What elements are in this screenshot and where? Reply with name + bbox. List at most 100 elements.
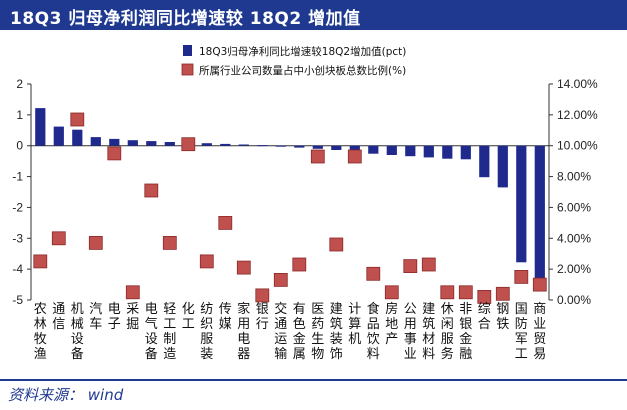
legend-label-scatter: 所属行业公司数量占中小创块板总数比例(%) [199, 64, 406, 77]
category-label: 公用事业 [404, 302, 417, 362]
bar-有色金属 [294, 145, 305, 148]
category-char: 属 [293, 347, 306, 362]
point-钢铁 [495, 286, 510, 301]
category-char: 事 [404, 332, 417, 347]
category-char: 电 [108, 302, 121, 317]
category-char: 械 [71, 317, 84, 332]
point-计算机 [347, 149, 362, 164]
point-采掘 [125, 285, 140, 300]
point-医药生物 [310, 149, 325, 164]
category-char: 轻 [163, 302, 176, 317]
point-公用事业 [403, 259, 418, 274]
category-label: 商业贸易 [533, 302, 546, 362]
category-char: 装 [200, 347, 213, 362]
category-char: 饰 [330, 347, 343, 362]
category-char: 通 [274, 317, 287, 332]
category-char: 备 [71, 346, 84, 362]
category-char: 气 [145, 316, 158, 332]
category-char: 融 [459, 347, 472, 362]
category-char: 工 [163, 317, 176, 332]
category-char: 料 [367, 347, 380, 362]
category-label: 电气设备 [145, 302, 158, 362]
category-char: 子 [108, 317, 121, 332]
category-char: 工 [515, 347, 528, 362]
category-char: 制 [163, 332, 176, 347]
category-label: 纺织服装 [200, 302, 213, 362]
category-char: 业 [533, 317, 546, 332]
bar-轻工制造 [164, 142, 175, 146]
category-char: 品 [367, 317, 380, 332]
category-char: 家 [237, 301, 250, 317]
category-label: 采掘 [126, 302, 139, 332]
category-label: 通信 [52, 302, 65, 332]
point-房地产 [384, 285, 399, 300]
category-labels: 农林牧渔通信机械设备汽车电子采掘电气设备轻工制造化工纺织服装传媒家用电器银行交通… [34, 301, 547, 362]
category-char: 房 [385, 301, 398, 317]
left-tick-label: -2 [12, 200, 23, 214]
category-char: 服 [200, 332, 213, 347]
category-char: 医 [311, 302, 324, 317]
right-tick-label: 4.00% [557, 231, 591, 245]
category-char: 化 [182, 302, 195, 317]
bar-综合 [479, 145, 490, 178]
category-label: 综合 [478, 302, 491, 332]
category-label: 房地产 [385, 301, 398, 347]
category-char: 商 [533, 302, 546, 317]
category-label: 计算机 [348, 302, 361, 347]
left-tick-label: 0 [16, 139, 23, 153]
left-tick-label: -4 [12, 262, 23, 276]
category-char: 综 [478, 302, 491, 317]
legend-swatch-scatter [181, 63, 194, 76]
bar-农林牧渔 [35, 108, 46, 146]
source-divider [0, 379, 627, 381]
category-char: 车 [89, 316, 102, 332]
left-tick-label: -3 [12, 231, 23, 245]
category-char: 合 [478, 317, 491, 332]
category-char: 传 [219, 302, 232, 317]
category-label: 农林牧渔 [34, 302, 47, 362]
category-label: 轻工制造 [163, 302, 176, 362]
category-char: 行 [256, 317, 269, 332]
category-char: 纺 [200, 302, 213, 317]
bar-纺织服装 [201, 143, 212, 146]
category-char: 备 [145, 346, 158, 362]
point-商业贸易 [532, 277, 547, 292]
bar-交通运输 [275, 145, 286, 147]
bar-计算机 [349, 145, 360, 152]
point-建筑材料 [421, 257, 436, 272]
category-label: 机械设备 [71, 302, 84, 362]
category-char: 务 [441, 346, 454, 362]
bar-非银金融 [460, 145, 471, 160]
category-char: 电 [237, 332, 250, 347]
point-非银金融 [458, 285, 473, 300]
point-国防军工 [514, 269, 529, 284]
category-char: 建 [330, 302, 343, 317]
category-char: 输 [274, 346, 287, 362]
bar-电子 [109, 138, 120, 146]
category-char: 采 [126, 302, 139, 317]
title-bar: 18Q3 归母净利润同比增速较 18Q2 增加值 [0, 0, 627, 30]
right-tick-label: 8.00% [557, 170, 591, 184]
bar-series [35, 108, 545, 292]
category-label: 电子 [108, 302, 121, 332]
category-char: 休 [441, 302, 454, 317]
category-char: 用 [404, 317, 417, 332]
category-char: 金 [293, 331, 306, 347]
category-char: 筑 [330, 316, 343, 332]
category-char: 银 [256, 302, 269, 317]
category-char: 材 [422, 332, 435, 347]
category-char: 饮 [367, 332, 380, 347]
bar-医药生物 [312, 145, 323, 149]
point-有色金属 [292, 257, 307, 272]
category-label: 银行 [256, 302, 269, 332]
category-char: 闲 [441, 317, 454, 332]
category-char: 色 [293, 316, 306, 332]
bar-建筑材料 [423, 145, 434, 158]
right-tick-label: 2.00% [557, 262, 591, 276]
bar-钢铁 [497, 145, 508, 188]
category-char: 计 [348, 302, 361, 317]
bar-休闲服务 [442, 145, 453, 159]
point-农林牧渔 [33, 254, 48, 269]
category-char: 有 [293, 302, 306, 317]
category-char: 非 [459, 302, 472, 317]
